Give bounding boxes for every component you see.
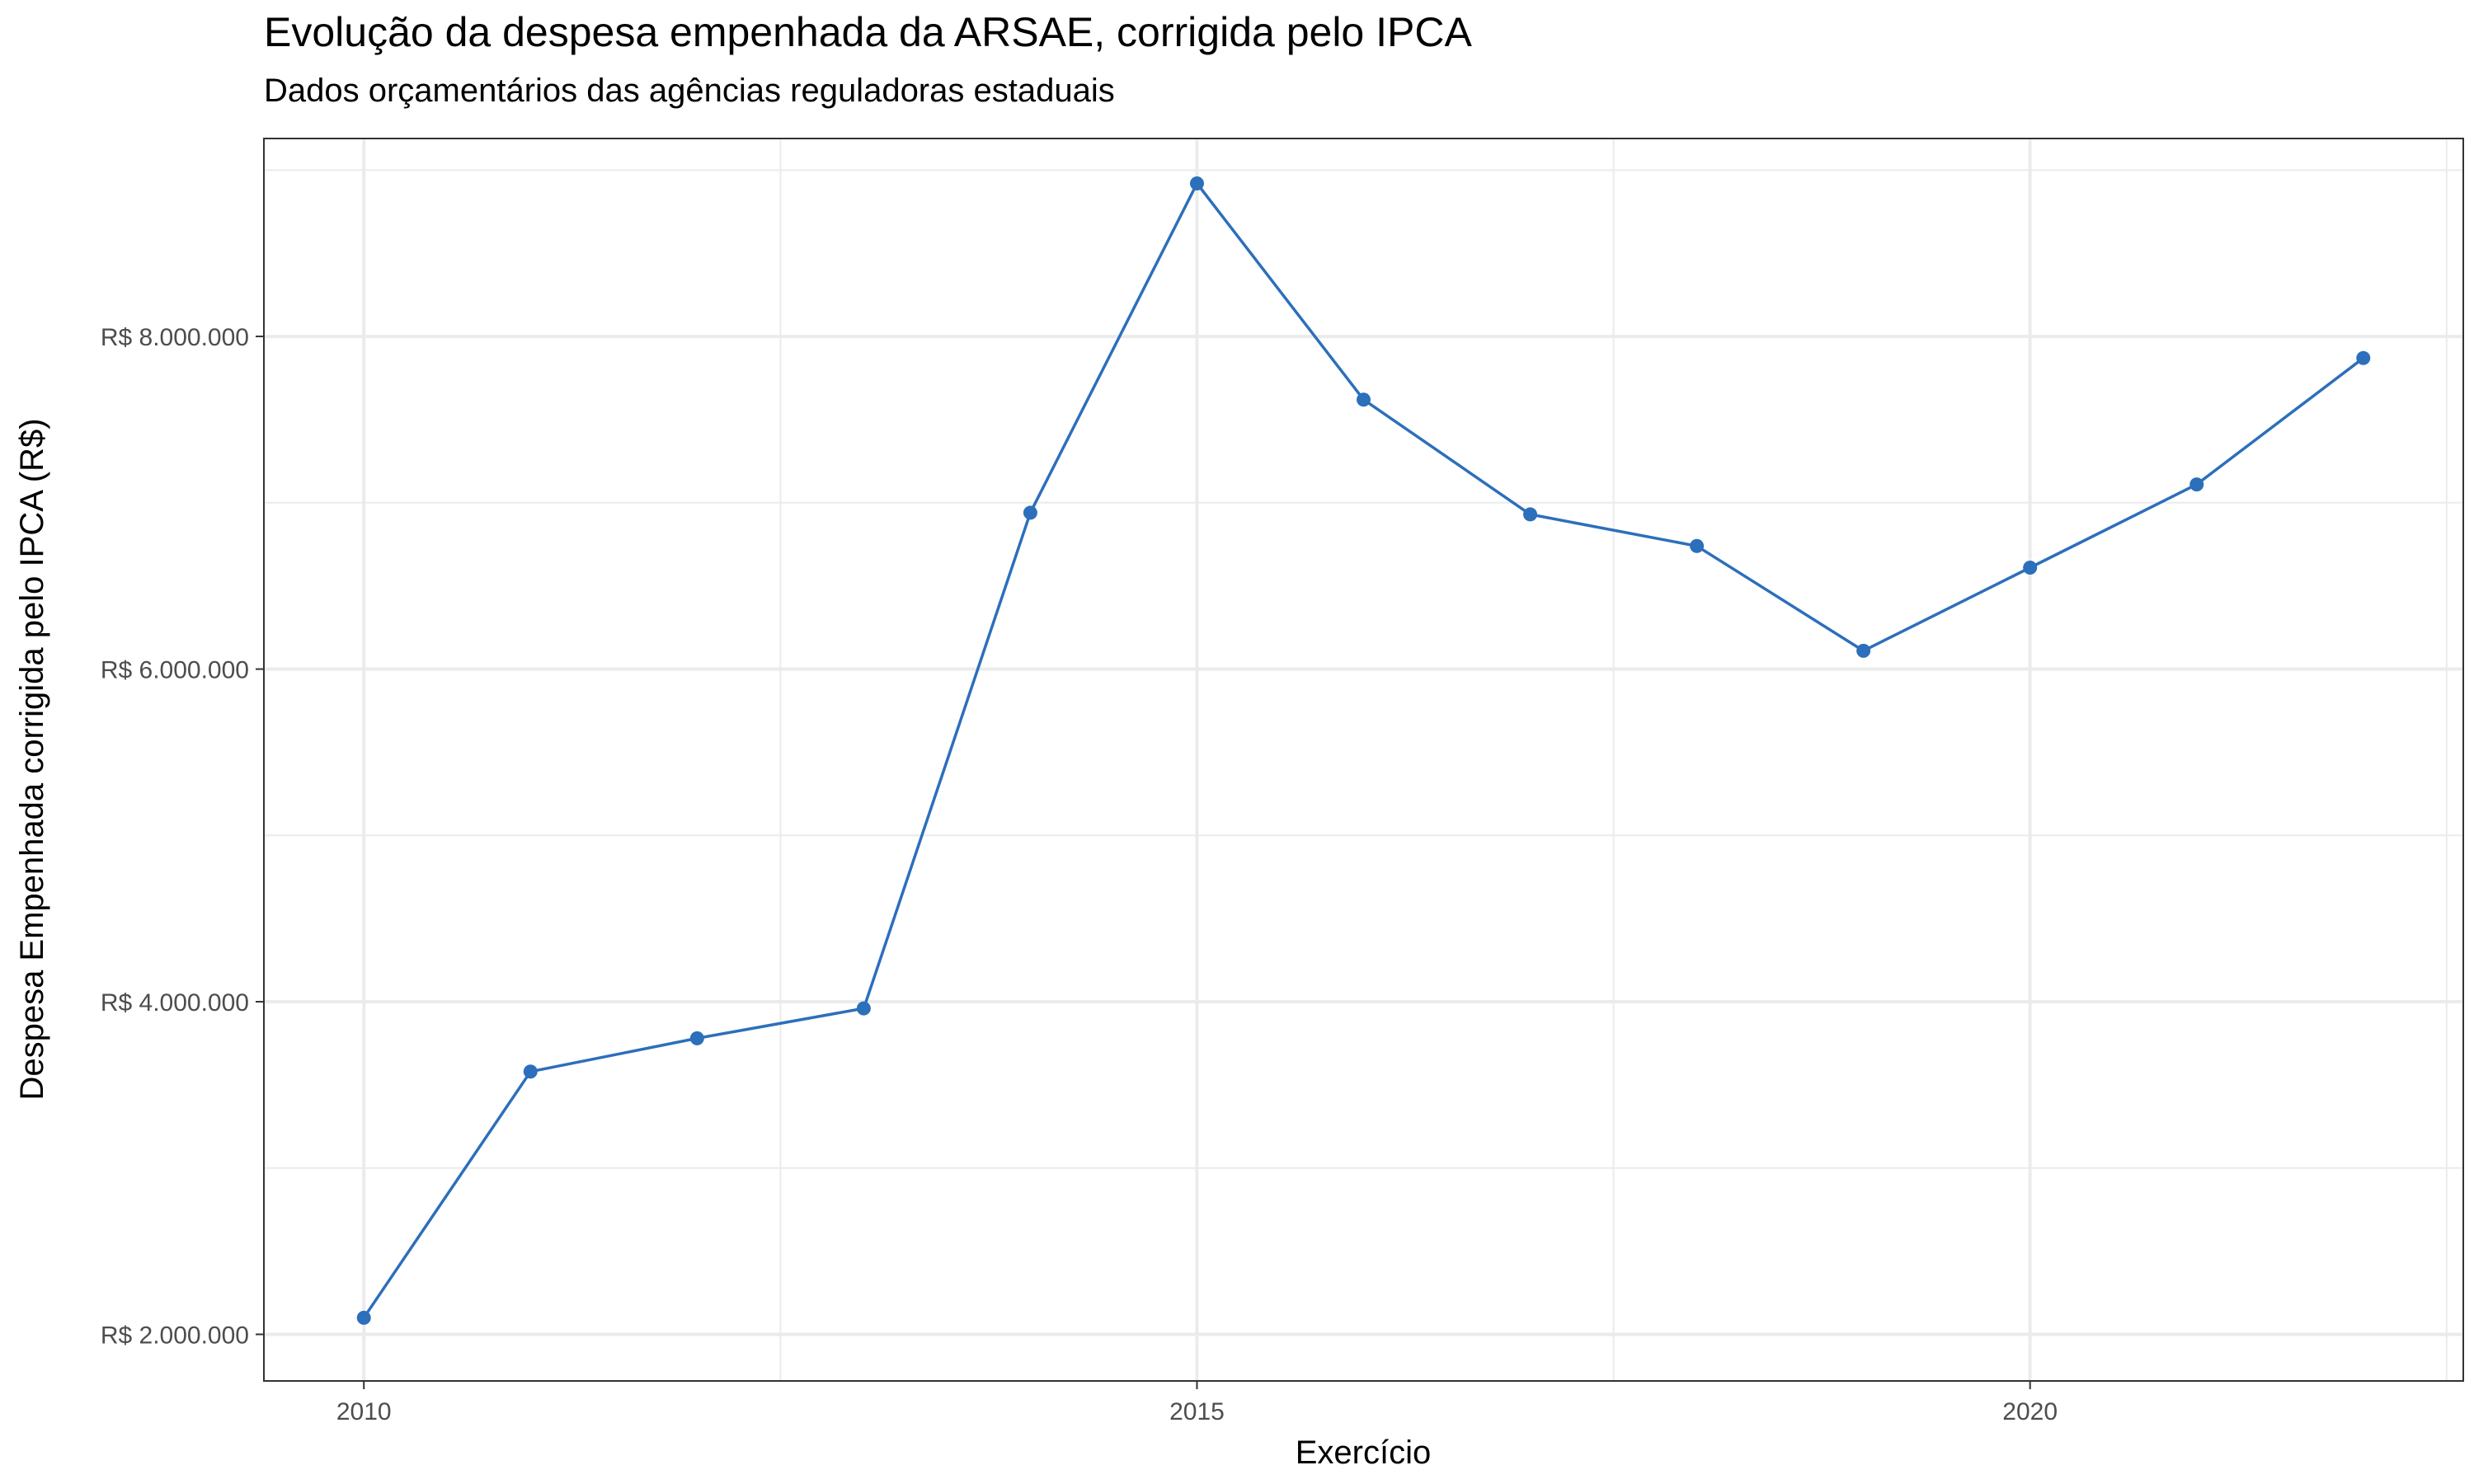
- x-tick-label: 2010: [336, 1398, 392, 1425]
- y-tick-label: R$ 4.000.000: [101, 989, 249, 1017]
- data-point: [2023, 560, 2038, 575]
- data-point: [689, 1031, 704, 1045]
- data-point: [1189, 176, 1204, 190]
- data-point: [523, 1064, 538, 1079]
- y-tick-label: R$ 6.000.000: [101, 657, 249, 684]
- minor-gridlines: [264, 139, 2463, 1381]
- y-tick-label: R$ 2.000.000: [101, 1322, 249, 1350]
- data-point: [1523, 507, 1538, 522]
- data-point: [1023, 505, 1037, 520]
- series-line: [362, 181, 2364, 1319]
- data-point: [1690, 538, 1705, 553]
- major-gridlines: [264, 139, 2463, 1381]
- axis-ticks: [256, 336, 2031, 1389]
- y-tick-label: R$ 8.000.000: [101, 324, 249, 351]
- data-point: [1357, 392, 1371, 407]
- x-tick-label: 2020: [2002, 1398, 2058, 1425]
- data-point: [2189, 477, 2204, 492]
- y-axis-title: Despesa Empenhada corrigida pelo IPCA (R…: [14, 418, 50, 1100]
- data-point: [356, 1310, 371, 1325]
- chart-subtitle: Dados orçamentários das agências regulad…: [264, 73, 1115, 109]
- data-point: [2356, 350, 2371, 365]
- data-point: [1856, 643, 1871, 658]
- series-layer: [356, 176, 2371, 1325]
- panel-border: [263, 138, 2464, 1382]
- chart-title: Evolução da despesa empenhada da ARSAE, …: [264, 9, 1472, 55]
- x-tick-label: 2015: [1169, 1398, 1225, 1425]
- axis-tick-labels: 2010 2015 2020 R$ 2.000.000 R$ 4.000.000 R$ 6…: [101, 324, 2058, 1425]
- data-point: [856, 1001, 871, 1016]
- x-axis-title: Exercício: [1296, 1435, 1432, 1471]
